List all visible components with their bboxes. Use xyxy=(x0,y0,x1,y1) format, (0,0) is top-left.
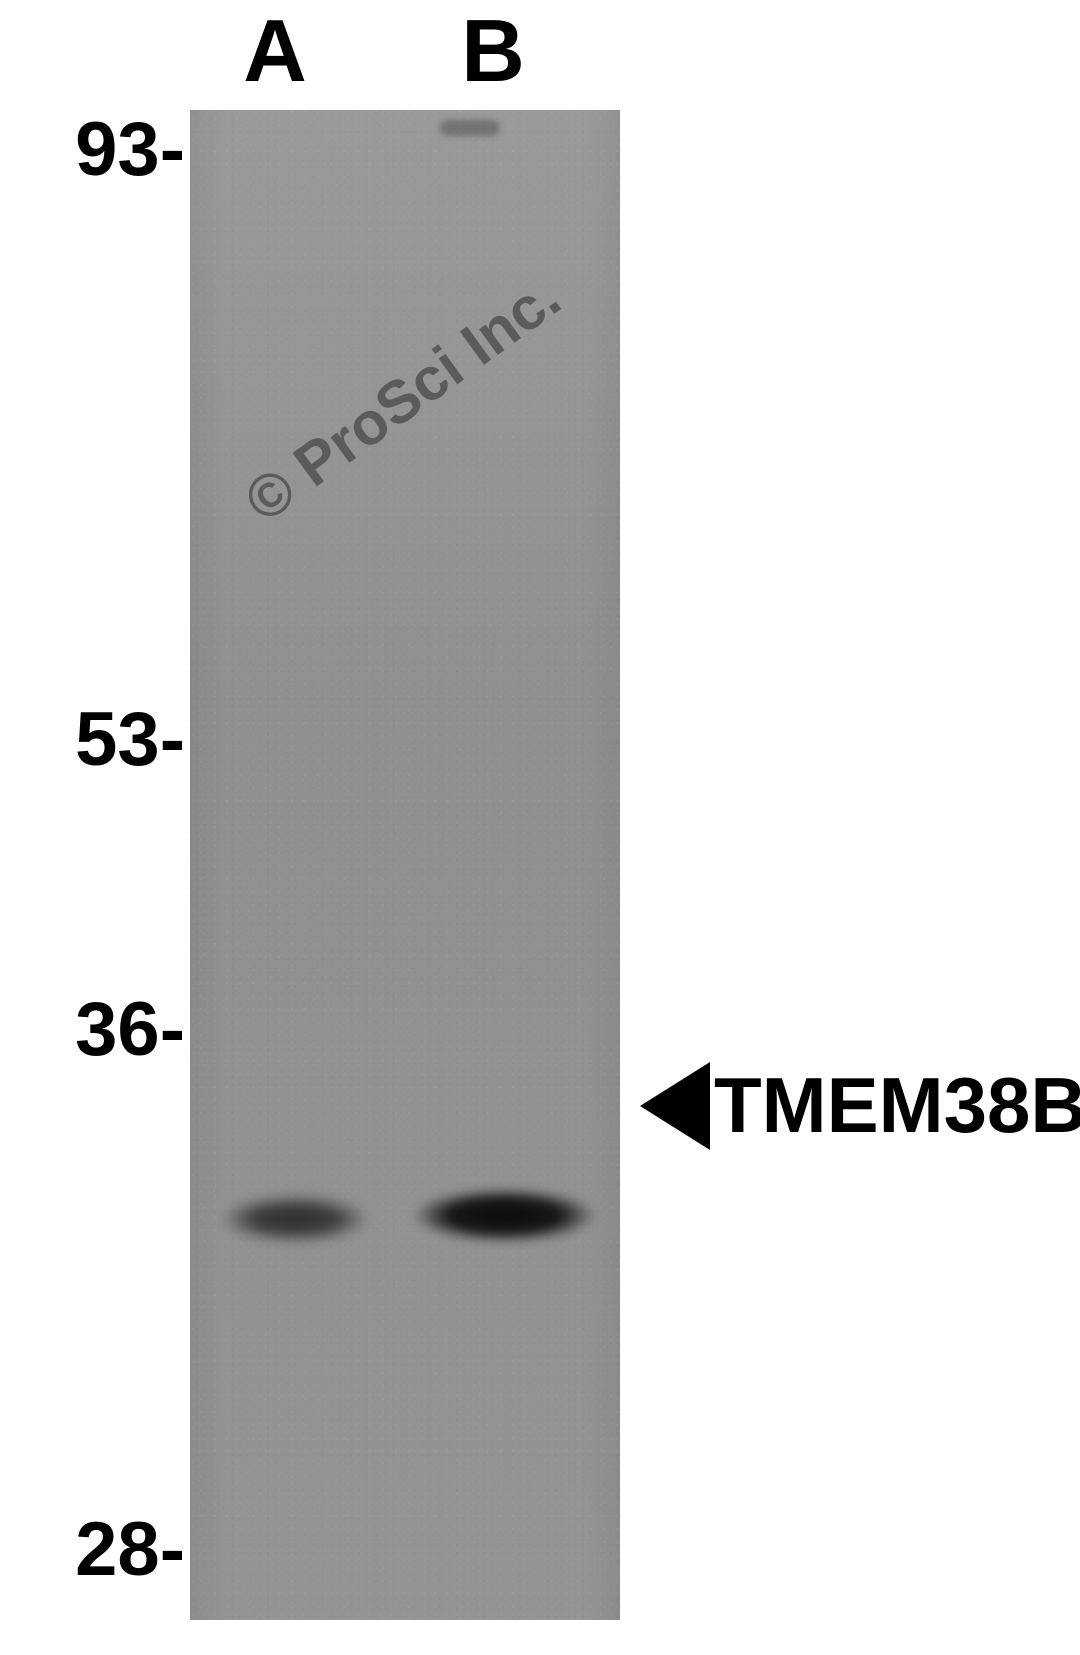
marker-93: 93- xyxy=(0,106,185,193)
marker-53: 53- xyxy=(0,696,185,783)
blot-smudge xyxy=(440,120,500,136)
target-label: TMEM38B xyxy=(714,1060,1080,1151)
target-arrow-icon xyxy=(640,1062,710,1150)
band-lane-a xyxy=(220,1195,370,1243)
band-lane-b xyxy=(412,1188,597,1243)
marker-36: 36- xyxy=(0,986,185,1073)
blot-noise xyxy=(190,110,620,1620)
blot-membrane: © ProSci Inc. xyxy=(190,110,620,1620)
figure-container: A B 93- 53- 36- 28- © ProSci Inc. TMEM38… xyxy=(0,0,1080,1655)
marker-28: 28- xyxy=(0,1506,185,1593)
lane-label-a: A xyxy=(228,0,322,102)
lane-label-b: B xyxy=(446,0,540,102)
